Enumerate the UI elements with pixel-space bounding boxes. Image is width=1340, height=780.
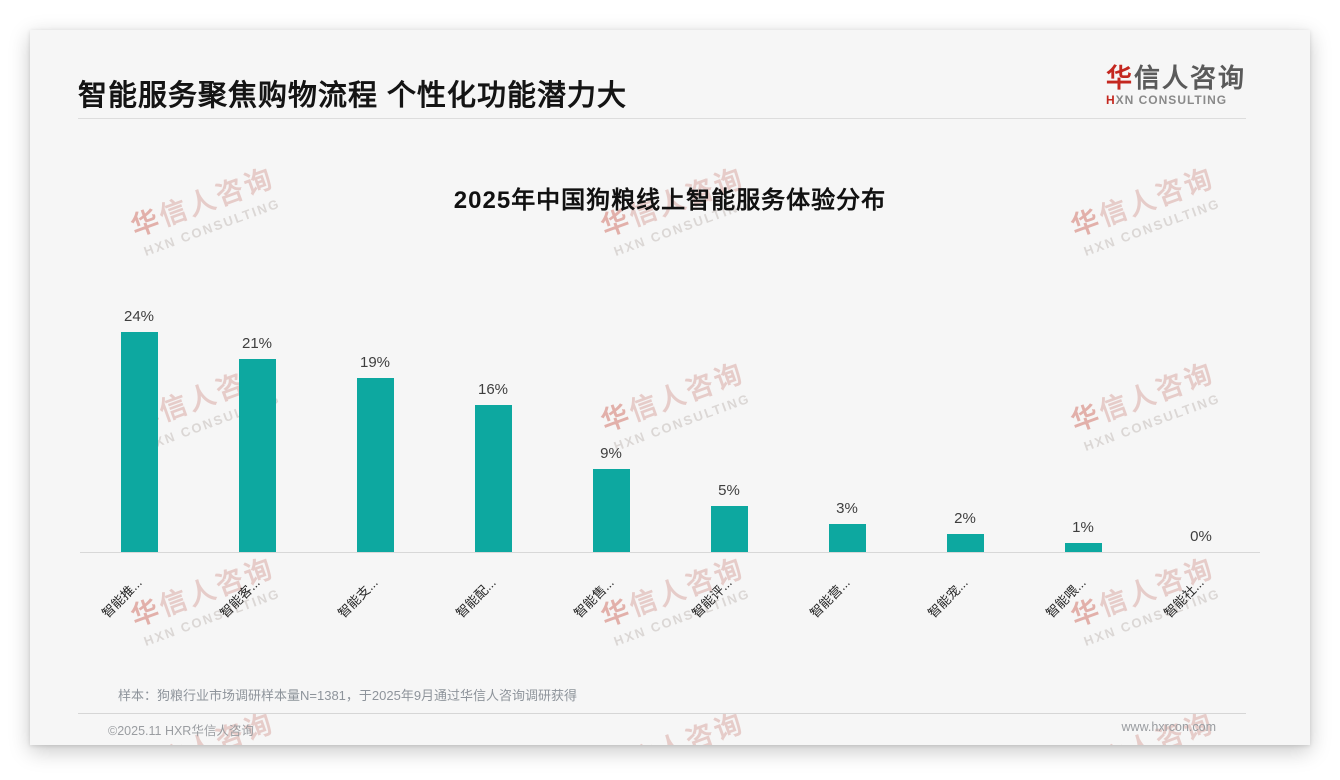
bar-column: 5% bbox=[670, 482, 788, 552]
bar-value-label: 16% bbox=[477, 381, 509, 398]
slide-content: 智能服务聚焦购物流程 个性化功能潜力大 华信人咨询 HXN CONSULTING… bbox=[30, 30, 1310, 745]
bar-column: 21% bbox=[198, 335, 316, 552]
bar-value-label: 9% bbox=[600, 445, 622, 462]
bar bbox=[946, 534, 984, 552]
footer-divider bbox=[78, 713, 1246, 714]
bar-column: 3% bbox=[788, 500, 906, 552]
x-axis-label: 智能社... bbox=[1161, 574, 1208, 621]
x-axis-label-cell: 智能评... bbox=[670, 554, 788, 649]
page-title: 智能服务聚焦购物流程 个性化功能潜力大 bbox=[78, 80, 628, 112]
bar-chart-plot-area: 24% 21% 19% 16% 9% 5% 3% 2% 1% 0% bbox=[80, 300, 1260, 553]
header-divider bbox=[78, 118, 1246, 119]
x-axis-label-cell: 智能喂... bbox=[1024, 554, 1142, 649]
copyright-text: ©2025.11 HXR华信人咨询 bbox=[108, 724, 254, 738]
x-axis-label: 智能营... bbox=[807, 574, 854, 621]
bar bbox=[120, 332, 158, 552]
x-axis-label-cell: 智能宠... bbox=[906, 554, 1024, 649]
bar bbox=[356, 378, 394, 552]
x-axis-label-cell: 智能推... bbox=[80, 554, 198, 649]
bar bbox=[238, 359, 276, 552]
bar-value-label: 3% bbox=[836, 500, 858, 517]
x-axis-label-cell: 智能社... bbox=[1142, 554, 1260, 649]
x-axis-label: 智能支... bbox=[335, 574, 382, 621]
bar-value-label: 21% bbox=[241, 335, 273, 352]
bar-column: 16% bbox=[434, 381, 552, 552]
bar-column: 9% bbox=[552, 445, 670, 552]
bar-value-label: 24% bbox=[123, 308, 155, 325]
bar bbox=[828, 524, 866, 552]
slide-card: 华信人咨询 HXN CONSULTING 华信人咨询 HXN CONSULTING 华信… bbox=[30, 30, 1310, 745]
x-axis-label: 智能推... bbox=[99, 574, 146, 621]
x-axis-label-cell: 智能支... bbox=[316, 554, 434, 649]
logo-chinese-name: 华信人咨询 bbox=[1106, 64, 1246, 93]
bar-column: 19% bbox=[316, 354, 434, 552]
x-axis-label-cell: 智能客... bbox=[198, 554, 316, 649]
sample-note: 样本：狗粮行业市场调研样本量N=1381，于2025年9月通过华信人咨询调研获得 bbox=[118, 688, 578, 703]
bar-value-label: 2% bbox=[954, 510, 976, 527]
bar-column: 1% bbox=[1024, 519, 1142, 552]
bar bbox=[474, 405, 512, 552]
bar-column: 2% bbox=[906, 510, 1024, 552]
footer: ©2025.11 HXR华信人咨询 www.hxrcon.com bbox=[108, 720, 1216, 739]
bar-column: 0% bbox=[1142, 528, 1260, 552]
bar bbox=[710, 506, 748, 552]
x-axis-label: 智能配... bbox=[453, 574, 500, 621]
company-logo: 华信人咨询 HXN CONSULTING bbox=[1106, 64, 1246, 107]
bar-value-label: 19% bbox=[359, 354, 391, 371]
bar-value-label: 5% bbox=[718, 482, 740, 499]
logo-en-accent: H bbox=[1105, 92, 1116, 107]
x-axis-label: 智能售... bbox=[571, 574, 618, 621]
bar-value-label: 1% bbox=[1072, 519, 1094, 536]
bar bbox=[1064, 543, 1102, 552]
header: 智能服务聚焦购物流程 个性化功能潜力大 华信人咨询 HXN CONSULTING bbox=[78, 62, 1246, 114]
x-axis-label-row: 智能推... 智能客... 智能支... 智能配... 智能售... 智能评... 智能营.… bbox=[80, 554, 1260, 649]
bar-value-label: 0% bbox=[1190, 528, 1212, 545]
bar-column: 24% bbox=[80, 308, 198, 552]
logo-zh-accent: 华 bbox=[1105, 63, 1134, 93]
x-axis-label-cell: 智能配... bbox=[434, 554, 552, 649]
x-axis-label: 智能喂... bbox=[1043, 574, 1090, 621]
x-axis-label-cell: 智能营... bbox=[788, 554, 906, 649]
logo-english-name: HXN CONSULTING bbox=[1105, 92, 1246, 107]
logo-en-rest: XN CONSULTING bbox=[1115, 92, 1228, 107]
x-axis-label: 智能宠... bbox=[925, 574, 972, 621]
bar bbox=[592, 469, 630, 552]
x-axis-label-cell: 智能售... bbox=[552, 554, 670, 649]
logo-zh-rest: 信人咨询 bbox=[1133, 63, 1246, 93]
x-axis-label: 智能评... bbox=[689, 574, 736, 621]
website-text: www.hxrcon.com bbox=[1121, 720, 1216, 734]
chart-title: 2025年中国狗粮线上智能服务体验分布 bbox=[453, 187, 887, 214]
x-axis-label: 智能客... bbox=[217, 574, 264, 621]
